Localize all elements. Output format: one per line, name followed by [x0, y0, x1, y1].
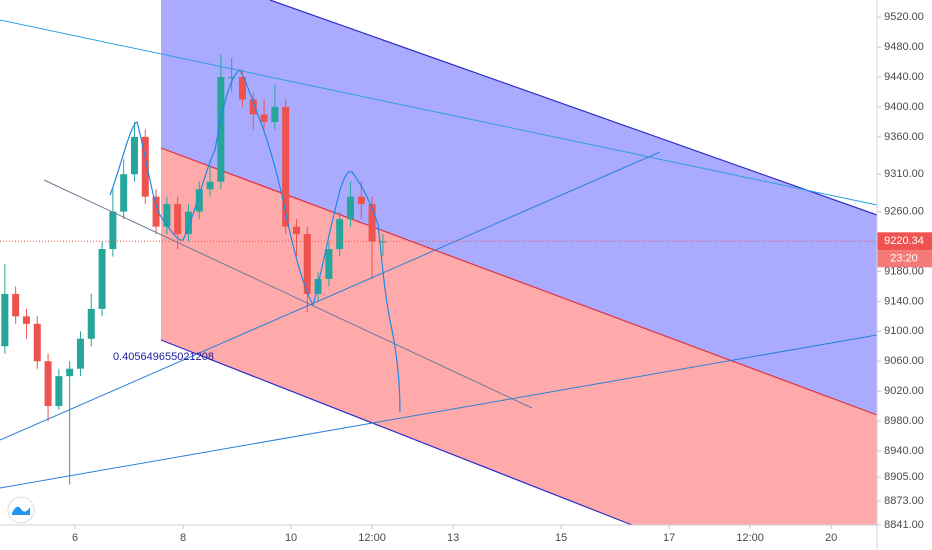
candle-body: [44, 361, 52, 407]
last-price-label: 9220.34: [884, 235, 924, 247]
logo[interactable]: [7, 496, 35, 524]
x-tick-label: 8: [180, 532, 186, 544]
candle-body: [303, 234, 311, 294]
candle-body: [217, 77, 225, 182]
candle-body: [206, 181, 214, 190]
candle-body: [109, 211, 117, 250]
y-tick-label: 9060.00: [884, 355, 924, 367]
last-price-tag: [877, 232, 932, 251]
candle-body: [184, 211, 192, 235]
axes: 9520.00 9480.00 9440.00 9400.00 9360.00 9310.…: [0, 11, 932, 544]
x-tick-label: 17: [663, 532, 675, 544]
channel-lower-line: [160, 339, 633, 526]
candle-body: [346, 196, 354, 220]
trend-line: [0, 151, 661, 441]
x-tick-label: 10: [285, 532, 297, 544]
indicator-curve: [109, 69, 401, 413]
y-tick-label: 8905.00: [884, 471, 924, 483]
x-tick-label: 15: [555, 532, 567, 544]
y-tick-label: 8841.00: [884, 519, 924, 531]
y-tick-label: 9100.00: [884, 325, 924, 337]
candle-body: [12, 293, 20, 317]
candle-body: [141, 136, 149, 197]
countdown-tag: [877, 250, 932, 268]
candle-body: [66, 368, 74, 377]
candle-body: [357, 196, 365, 205]
candle-body: [98, 249, 106, 309]
y-tick-label: 9180.00: [884, 265, 924, 277]
candle-body: [238, 77, 246, 100]
x-tick-label: 12:00: [358, 532, 386, 544]
y-tick-label: 9140.00: [884, 295, 924, 307]
trend-line: [0, 334, 878, 489]
candle-body: [130, 136, 138, 175]
x-tick-label: 13: [447, 532, 459, 544]
channel-mid-line: [160, 147, 878, 416]
x-tick-label: 6: [72, 532, 78, 544]
candle-body: [228, 77, 236, 79]
candle-body: [249, 99, 257, 115]
candle-body: [282, 106, 290, 227]
annotation: 0.405649655021208: [113, 351, 214, 363]
candle-body: [152, 196, 160, 227]
candle-body: [325, 249, 333, 279]
x-tick-label: 20: [825, 532, 837, 544]
y-tick-label: 9020.00: [884, 385, 924, 397]
y-tick-label: 9310.00: [884, 168, 924, 180]
candle-body: [260, 114, 268, 122]
y-tick-label: 8940.00: [884, 445, 924, 457]
trend-line: [43, 179, 533, 409]
y-tick-label: 9260.00: [884, 206, 924, 218]
countdown-label: 23:20: [890, 253, 918, 265]
y-tick-label: 9440.00: [884, 71, 924, 83]
candle-body: [174, 204, 182, 235]
candle-body: [87, 308, 95, 339]
candle-body: [1, 293, 9, 347]
y-tick-label: 9360.00: [884, 131, 924, 143]
y-tick-label: 9480.00: [884, 41, 924, 53]
channel-upper-line: [269, 0, 878, 216]
candle-body: [195, 189, 203, 212]
y-tick-label: 8873.00: [884, 495, 924, 507]
y-tick-label: 8980.00: [884, 415, 924, 427]
candle-body: [292, 226, 300, 235]
candle-body: [368, 204, 376, 242]
logo-icon[interactable]: [12, 506, 30, 515]
candle-body: [163, 204, 171, 227]
y-tick-label: 9400.00: [884, 101, 924, 113]
candle-body: [22, 316, 30, 324]
candle-body: [271, 106, 279, 122]
candle-body: [336, 219, 344, 250]
candle-body: [55, 376, 63, 407]
channel-upper-fill: [161, 0, 877, 415]
candle-body: [120, 174, 128, 212]
candle-body: [379, 241, 387, 243]
drawings: [0, 19, 878, 489]
trend-line: [0, 19, 878, 206]
x-tick-label: 12:00: [736, 532, 764, 544]
candle-body: [33, 323, 41, 362]
y-tick-label: 9520.00: [884, 11, 924, 23]
candles: [1, 54, 387, 485]
candle-body: [76, 338, 84, 369]
